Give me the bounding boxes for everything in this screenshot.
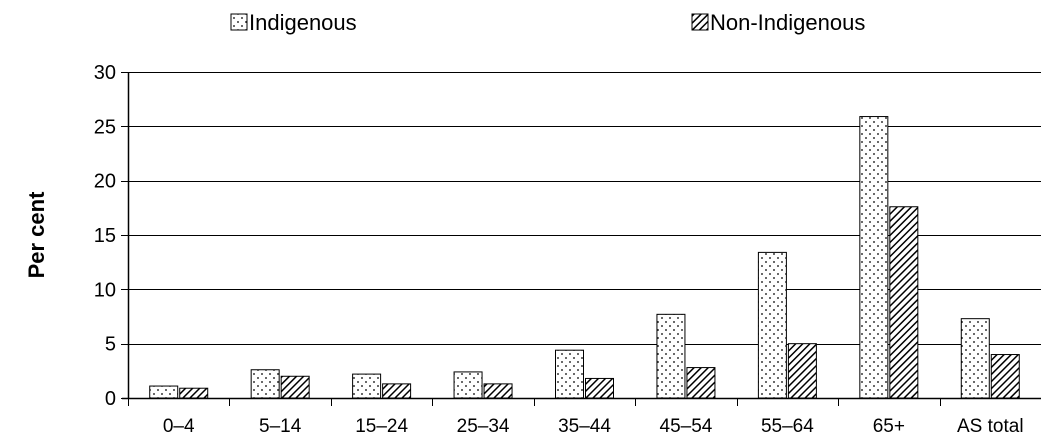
legend-label-indigenous: Indigenous <box>249 10 357 35</box>
y-tick-label: 20 <box>94 171 116 193</box>
bars <box>149 116 1020 399</box>
x-tick-label: 55–64 <box>761 416 814 437</box>
bar-non-indigenous-2 <box>382 383 412 399</box>
legend-swatch-indigenous <box>230 13 248 31</box>
bar-non-indigenous-4 <box>585 377 614 399</box>
x-tick-label: 65+ <box>873 416 905 437</box>
bar-indigenous-8 <box>960 318 990 399</box>
bar-indigenous-2 <box>352 373 382 399</box>
x-tick-label: 35–44 <box>558 416 611 437</box>
x-tick-label: 5–14 <box>259 416 302 437</box>
bar-non-indigenous-5 <box>686 367 716 399</box>
y-tick-label: 10 <box>94 279 116 301</box>
bar-non-indigenous-3 <box>483 383 513 399</box>
y-tick-label: 0 <box>105 388 116 410</box>
x-tick-label: 0–4 <box>163 416 195 437</box>
gridlines <box>128 72 1041 345</box>
bar-indigenous-4 <box>555 349 584 399</box>
y-tick-label: 15 <box>94 225 116 247</box>
x-tick-label: AS total <box>957 416 1024 437</box>
bar-non-indigenous-7 <box>889 206 919 399</box>
x-tick-label: 15–24 <box>355 416 408 437</box>
y-tick-label: 25 <box>94 116 116 138</box>
bar-indigenous-0 <box>149 385 179 399</box>
bar-indigenous-5 <box>656 313 686 399</box>
bar-indigenous-7 <box>859 116 889 399</box>
bar-non-indigenous-1 <box>280 375 310 399</box>
x-tick-label: 25–34 <box>457 416 510 437</box>
legend: Indigenous Non-Indigenous <box>230 10 865 35</box>
bar-non-indigenous-6 <box>787 343 817 399</box>
bar-indigenous-6 <box>757 251 787 399</box>
y-axis-label: Per cent <box>24 191 49 278</box>
y-tick-label: 30 <box>94 62 116 84</box>
bar-indigenous-1 <box>250 369 280 399</box>
legend-label-non-indigenous: Non-Indigenous <box>710 10 865 35</box>
bar-indigenous-3 <box>453 371 483 399</box>
bar-non-indigenous-8 <box>990 354 1020 399</box>
bar-non-indigenous-0 <box>179 387 209 399</box>
x-tick-label: 45–54 <box>660 416 713 437</box>
axes <box>121 72 1041 406</box>
y-tick-labels: 0 5 10 15 20 25 30 <box>94 62 116 410</box>
legend-swatch-non-indigenous <box>691 13 709 31</box>
x-tick-labels: 0–4 5–14 15–24 25–34 35–44 45–54 55–64 65+ AS to… <box>163 416 1024 437</box>
y-tick-label: 5 <box>105 334 116 356</box>
